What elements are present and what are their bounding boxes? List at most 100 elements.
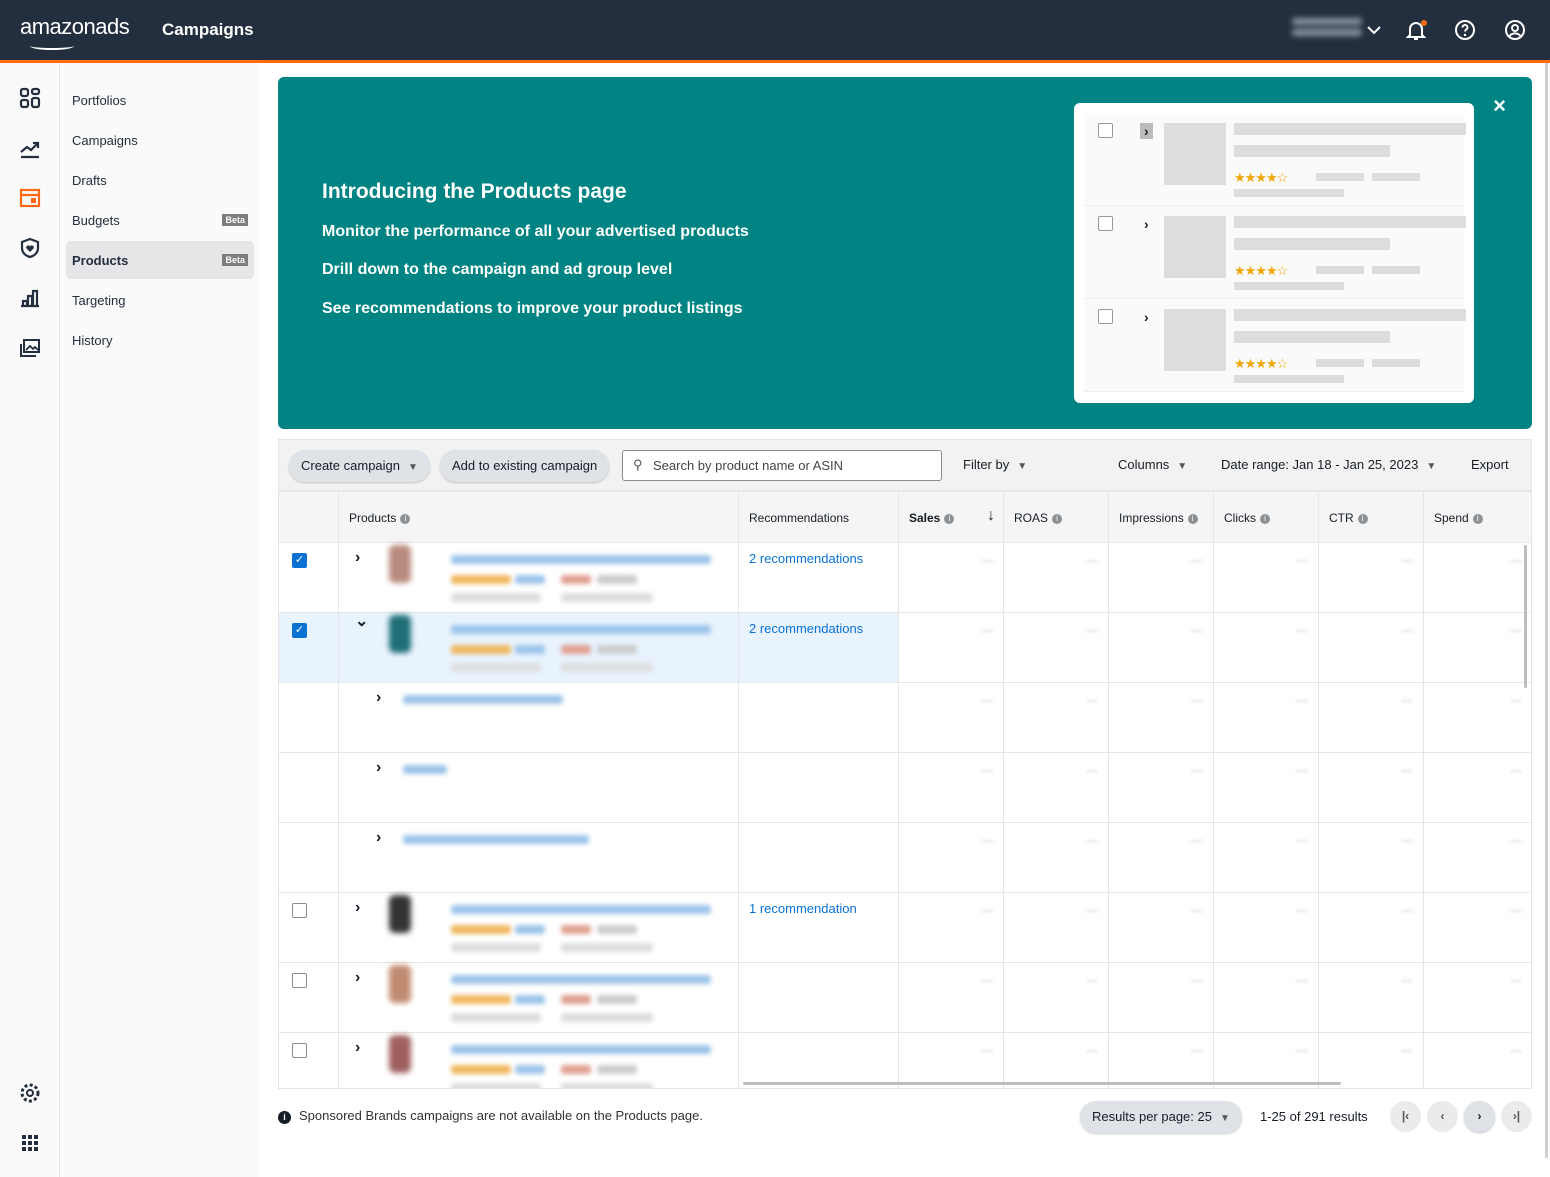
column-header-products[interactable]: Products i <box>339 492 739 543</box>
trend-icon[interactable] <box>18 136 42 160</box>
sort-descending-icon[interactable]: ↓ <box>987 507 995 524</box>
close-banner-button[interactable]: × <box>1493 93 1506 118</box>
expand-chevron-icon[interactable]: › <box>355 969 361 986</box>
column-header-roas[interactable]: ROAS i <box>1004 492 1109 543</box>
nav-item-portfolios[interactable]: Portfolios <box>72 93 127 108</box>
bell-icon[interactable] <box>1404 18 1428 42</box>
recommendation-cell <box>739 963 899 1032</box>
search-input[interactable]: ⚲ Search by product name or ASIN <box>622 450 942 481</box>
add-to-existing-campaign-button[interactable]: Add to existing campaign <box>440 450 610 482</box>
product-cell: ⌄ <box>339 613 739 682</box>
column-header-recommendations[interactable]: Recommendations <box>739 492 899 543</box>
columns-dropdown[interactable]: Columns ▼ <box>1118 457 1188 472</box>
metric-value: — <box>1296 763 1308 777</box>
nav-item-targeting[interactable]: Targeting <box>72 293 126 308</box>
nav-item-budgets[interactable]: Budgets Beta <box>66 201 254 239</box>
results-per-page-dropdown[interactable]: Results per page: 25 ▼ <box>1080 1101 1242 1133</box>
expand-chevron-icon[interactable]: › <box>355 1039 361 1056</box>
metric-value: — <box>1296 973 1308 987</box>
campaign-child-row: › — — — — — — <box>279 823 1531 893</box>
expand-chevron-icon[interactable]: › <box>355 549 361 566</box>
blurred-product-detail <box>451 1083 541 1088</box>
info-icon[interactable]: i <box>944 513 955 524</box>
metric-value: — <box>1191 1043 1203 1057</box>
blurred-product-detail <box>597 575 637 584</box>
chevron-down-icon[interactable] <box>1362 18 1386 42</box>
row-checkbox[interactable] <box>292 1043 307 1058</box>
apps-grid-icon[interactable] <box>18 1131 42 1155</box>
metric-cell: — <box>1109 893 1214 962</box>
column-header-sales[interactable]: Sales i ↓ <box>899 492 1004 543</box>
nav-item-history[interactable]: History <box>72 333 113 348</box>
column-header-clicks[interactable]: Clicks i <box>1214 492 1319 543</box>
info-icon[interactable]: i <box>1357 513 1368 524</box>
expand-chevron-icon[interactable]: › <box>376 829 382 846</box>
amazon-ads-logo[interactable]: amazonads <box>20 14 130 50</box>
brand-shield-icon[interactable] <box>18 236 42 260</box>
metric-cell: — <box>899 893 1004 962</box>
page-scrollbar[interactable] <box>1545 63 1548 1158</box>
metric-value: — <box>1086 903 1098 917</box>
campaign-manager-icon[interactable] <box>18 186 42 210</box>
account-selector[interactable] <box>1292 14 1362 44</box>
chevron-down-icon: ▼ <box>1426 461 1437 472</box>
previous-page-button[interactable]: ‹ <box>1427 1101 1458 1132</box>
metric-cell: — <box>899 683 1004 752</box>
create-campaign-button[interactable]: Create campaign ▼ <box>289 450 430 482</box>
expand-chevron-icon[interactable]: › <box>376 759 382 776</box>
filter-by-dropdown[interactable]: Filter by ▼ <box>963 457 1028 472</box>
recommendations-link[interactable]: 1 recommendation <box>749 901 857 916</box>
column-header-spend[interactable]: Spend i <box>1424 492 1531 543</box>
recommendation-cell: 2 recommendations <box>739 613 899 682</box>
beta-badge: Beta <box>222 214 248 226</box>
metric-cell: — <box>1109 823 1214 892</box>
row-checkbox[interactable]: ✓ <box>292 623 307 638</box>
banner-title: Introducing the Products page <box>322 180 627 203</box>
metric-cell: — <box>1424 893 1531 962</box>
first-page-button[interactable]: |‹ <box>1390 1101 1421 1132</box>
campaign-link[interactable] <box>403 695 563 704</box>
settings-icon[interactable] <box>18 1081 42 1105</box>
collapse-chevron-icon[interactable]: ⌄ <box>355 613 369 630</box>
reports-icon[interactable] <box>18 286 42 310</box>
intro-banner: Introducing the Products page Monitor th… <box>278 77 1532 429</box>
info-icon[interactable]: i <box>400 513 411 524</box>
product-thumbnail <box>389 545 411 583</box>
info-icon[interactable]: i <box>1260 513 1270 524</box>
blurred-product-detail <box>515 1065 545 1074</box>
nav-item-products[interactable]: Products Beta <box>66 241 254 279</box>
nav-item-campaigns[interactable]: Campaigns <box>72 133 138 148</box>
expand-chevron-icon[interactable]: › <box>376 689 382 706</box>
info-icon[interactable]: i <box>1472 513 1483 524</box>
image-placeholder <box>1164 309 1226 371</box>
metric-cell: — <box>1319 543 1424 612</box>
last-page-button[interactable]: ›| <box>1501 1101 1532 1132</box>
metric-value: — <box>981 623 993 637</box>
nav-item-drafts[interactable]: Drafts <box>72 173 107 188</box>
info-icon[interactable]: i <box>1052 513 1063 524</box>
campaign-link[interactable] <box>403 765 447 774</box>
campaign-link[interactable] <box>403 835 589 844</box>
recommendations-link[interactable]: 2 recommendations <box>749 551 864 566</box>
dashboard-icon[interactable] <box>18 86 42 110</box>
media-icon[interactable] <box>18 336 42 360</box>
metric-cell: — <box>1109 1033 1214 1088</box>
blurred-product-detail <box>561 645 591 654</box>
row-checkbox[interactable] <box>292 903 307 918</box>
row-checkbox[interactable] <box>292 973 307 988</box>
next-page-button[interactable]: › <box>1464 1101 1495 1132</box>
column-header-impressions[interactable]: Impressions i <box>1109 492 1214 543</box>
horizontal-scrollbar[interactable] <box>743 1082 1341 1085</box>
info-icon[interactable]: i <box>1187 513 1198 524</box>
date-range-dropdown[interactable]: Date range: Jan 18 - Jan 25, 2023 ▼ <box>1221 457 1437 472</box>
help-icon[interactable] <box>1453 18 1477 42</box>
recommendations-link[interactable]: 2 recommendations <box>749 621 864 636</box>
metric-cell: — <box>1214 963 1319 1032</box>
metric-value: — <box>1401 763 1413 777</box>
column-header-ctr[interactable]: CTR i <box>1319 492 1424 543</box>
vertical-scrollbar[interactable] <box>1524 545 1527 688</box>
expand-chevron-icon[interactable]: › <box>355 899 361 916</box>
row-checkbox[interactable]: ✓ <box>292 553 307 568</box>
account-icon[interactable] <box>1503 18 1527 42</box>
export-button[interactable]: Export <box>1471 457 1509 472</box>
